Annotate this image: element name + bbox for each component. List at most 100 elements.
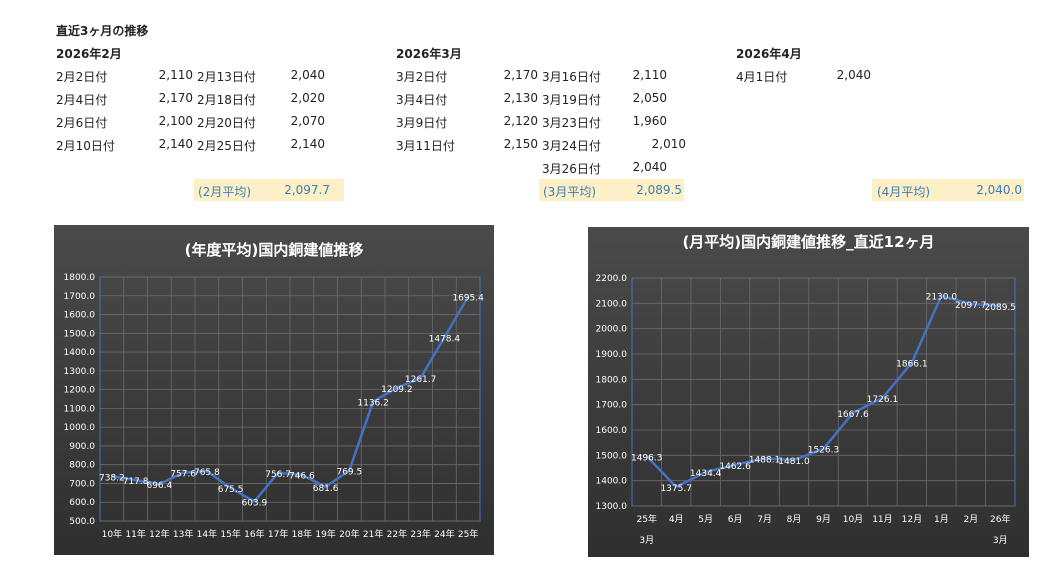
price-date: 2月18日付 [197,93,256,107]
data-label: 2097.7 [955,301,987,311]
data-label: 1488.1 [749,455,781,465]
y-tick-label: 1300.0 [596,502,628,512]
data-label: 746.6 [289,472,315,482]
data-label: 738.2 [99,473,125,483]
avg-box-apr [872,179,1024,201]
price-value: 2,040 [836,68,871,82]
y-tick-label: 2200.0 [596,274,628,284]
month-heading-feb: 2026年2月 [56,47,122,61]
x-tick-label: 18年 [292,528,312,540]
price-date: 2月20日付 [197,116,256,130]
x-tick-label: 10月 [843,514,863,525]
x-tick-label: 8月 [787,514,802,525]
y-tick-label: 600.0 [69,498,95,508]
avg-box-feb [194,179,344,201]
data-label: 2089.5 [985,303,1017,313]
chart-title: (月平均)国内銅建値推移_直近12ヶ月 [682,233,934,251]
data-label: 2130.0 [926,293,958,303]
x-tick-label: 11月 [872,514,892,525]
price-value: 2,040 [632,160,667,174]
x-tick-label: 1月 [934,514,949,525]
chart-annual: (年度平均)国内銅建値推移 500.0 600.0 700.0 800.0 900.0 10… [54,225,494,555]
monthly-chart-svg: (月平均)国内銅建値推移_直近12ヶ月 1300.0 1400.0 1500.0 160… [596,233,1017,546]
price-value: 2,150 [503,137,538,151]
data-label: 1866.1 [896,360,928,370]
x-tick-label: 20年 [339,528,359,540]
series-line [111,296,470,503]
x-tick-label: 14年 [197,528,217,540]
y-tick-label: 1300.0 [64,367,96,377]
avg-label: (2月平均) [198,185,251,199]
annual-chart-svg: (年度平均)国内銅建値推移 500.0 600.0 700.0 800.0 900.0 10… [64,241,485,540]
data-label: 696.4 [146,481,172,491]
price-value: 1,960 [632,114,667,128]
price-date: 3月2日付 [396,70,448,84]
avg-label: (4月平均) [877,185,930,199]
x-tick-label: 10年 [102,528,122,540]
y-tick-label: 1400.0 [64,348,96,358]
x-tick-label: 25年 [458,528,478,540]
price-value: 2,050 [632,91,667,105]
data-label: 1261.7 [405,375,437,385]
x-tick-label: 5月 [698,514,713,525]
price-value: 2,070 [290,114,325,128]
price-value: 2,110 [158,68,193,82]
x-tick-label: 3月 [639,535,654,546]
data-label: 1209.2 [381,385,413,395]
price-value: 2,010 [651,137,686,151]
series-line [645,294,1001,489]
sheet-title: 直近3ヶ月の推移 [56,24,149,38]
x-tick-label: 16年 [244,528,264,540]
chart-title: (年度平均)国内銅建値推移 [185,241,364,259]
x-tick-label: 26年 [990,513,1010,525]
data-label: 1526.3 [808,446,840,456]
x-tick-label: 9月 [816,514,831,525]
x-tick-label: 19年 [315,528,335,540]
y-tick-label: 1500.0 [596,451,628,461]
price-value: 2,170 [158,91,193,105]
price-date: 2月25日付 [197,139,256,153]
y-tick-label: 2000.0 [596,325,628,335]
y-tick-label: 1700.0 [64,292,96,302]
avg-value: 2,040.0 [976,183,1022,197]
x-tick-label: 24年 [434,528,454,540]
x-tick-label: 15年 [220,528,240,540]
x-tick-label: 22年 [387,528,407,540]
x-tick-label: 11年 [125,528,145,540]
x-tick-label: 25年 [637,513,657,525]
chart-monthly: (月平均)国内銅建値推移_直近12ヶ月 1300.0 1400.0 1500.0 160… [588,227,1029,557]
y-tick-label: 900.0 [69,442,95,452]
price-value: 2,120 [503,114,538,128]
data-label: 717.8 [123,477,149,487]
price-date: 3月24日付 [542,139,601,153]
price-value: 2,100 [158,114,193,128]
data-label: 681.6 [313,484,339,494]
x-tick-label: 6月 [728,514,743,525]
x-tick-label: 3月 [993,535,1008,546]
data-label: 1375.7 [660,484,692,494]
y-tick-label: 1800.0 [64,273,96,283]
price-value: 2,020 [290,91,325,105]
y-tick-label: 800.0 [69,461,95,471]
x-tick-label: 12年 [149,528,169,540]
x-tick-label: 13年 [173,528,193,540]
data-label: 1496.3 [631,453,663,463]
price-value: 2,130 [503,91,538,105]
price-date: 3月11日付 [396,139,455,153]
price-value: 2,140 [290,137,325,151]
data-label: 1434.4 [690,469,722,479]
y-tick-label: 1600.0 [64,311,96,321]
price-value: 2,170 [503,68,538,82]
price-date: 2月10日付 [56,139,115,153]
data-label: 1695.4 [452,294,484,304]
price-date: 2月4日付 [56,93,108,107]
price-date: 3月23日付 [542,116,601,130]
y-tick-label: 1100.0 [64,404,96,414]
data-label: 1667.6 [837,410,869,420]
data-label: 675.5 [218,485,244,495]
y-tick-label: 1400.0 [596,477,628,487]
x-tick-label: 12月 [902,514,922,525]
data-label: 757.6 [170,470,196,480]
price-date: 2月2日付 [56,70,108,84]
y-tick-label: 700.0 [69,479,95,489]
